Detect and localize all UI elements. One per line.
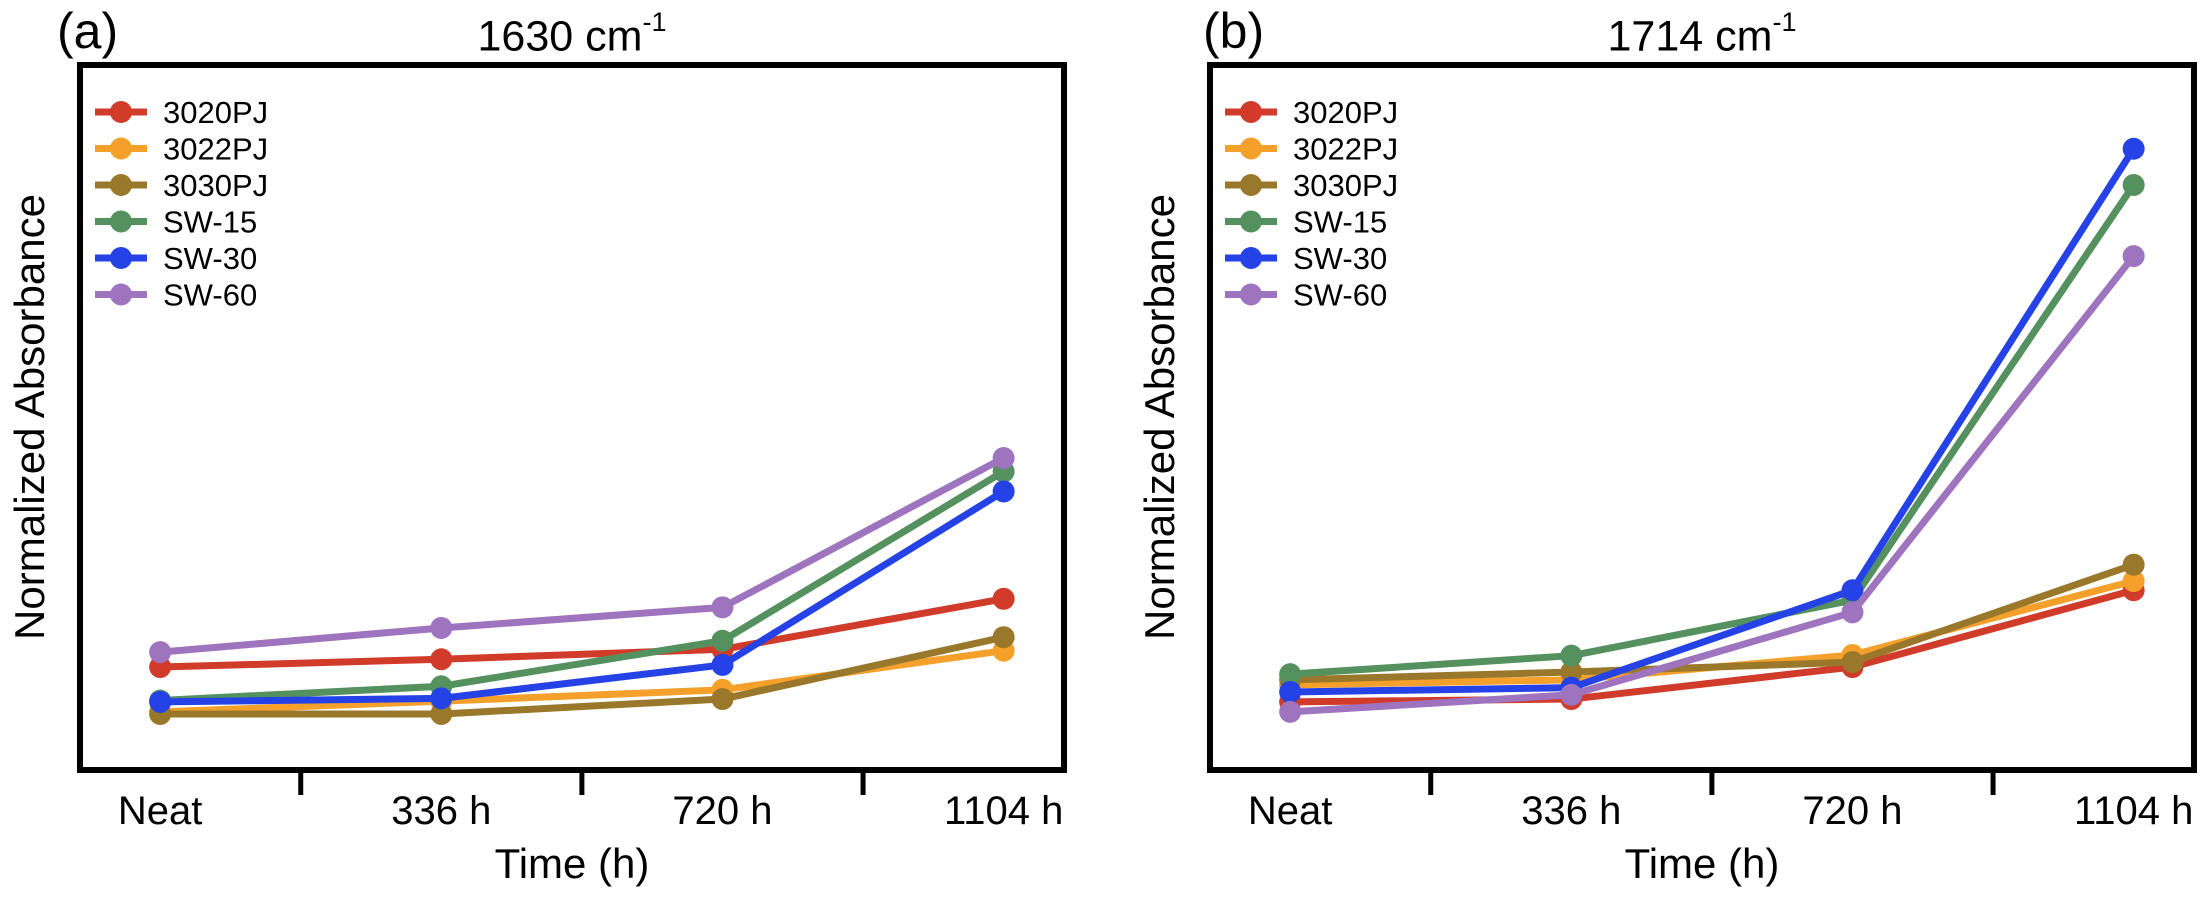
legend-item: SW-30 [1225, 241, 1387, 276]
plot-frame [77, 62, 1067, 773]
legend-marker-icon [1240, 247, 1262, 269]
legend-label: SW-60 [1293, 278, 1387, 313]
series-marker-SW-15 [2122, 174, 2145, 197]
series-marker-SW-15 [1279, 663, 1302, 686]
series-marker-3020PJ [992, 587, 1015, 610]
series-marker-3030PJ [2122, 553, 2145, 576]
legend-label: SW-15 [163, 205, 257, 240]
x-tick-label: 1104 h [2073, 789, 2194, 833]
plot-frame [1207, 62, 2197, 773]
series-line-SW-60 [156, 454, 1008, 656]
legend-item: SW-60 [95, 278, 257, 313]
series-marker-SW-15 [1560, 644, 1583, 667]
legend-label: SW-30 [163, 241, 257, 276]
legend-label: 3022PJ [163, 132, 268, 167]
legend-item: 3020PJ [1225, 95, 1398, 130]
legend-marker-icon [1240, 174, 1262, 196]
legend-marker-icon [110, 210, 132, 233]
legend-marker-icon [110, 247, 132, 269]
series-marker-SW-60 [430, 616, 453, 639]
panel-a-title-exponent: -1 [642, 7, 667, 37]
series-marker-SW-30 [2122, 137, 2145, 160]
series-line-3030PJ [156, 633, 1008, 718]
series-line-SW-15 [156, 468, 1008, 704]
legend-marker-icon [1240, 101, 1262, 123]
series-line-3030PJ [1286, 561, 2138, 684]
series-marker-SW-60 [711, 596, 734, 619]
x-tick-label: Neat [1247, 789, 1333, 833]
series-marker-SW-60 [2122, 245, 2145, 268]
legend-item: SW-15 [1225, 205, 1387, 240]
legend-item: 3020PJ [95, 95, 268, 130]
series-marker-SW-60 [992, 447, 1015, 470]
legend-label: SW-15 [1293, 205, 1387, 240]
panel-a-title: 1630 cm-1 [77, 7, 1067, 61]
series-marker-SW-30 [992, 480, 1015, 503]
legend-marker-icon [110, 137, 132, 160]
panel-b-x-axis-label: Time (h) [1624, 840, 1780, 887]
legend-marker-icon [1240, 210, 1262, 233]
panel-b-letter: (b) [1203, 3, 1265, 59]
series-marker-3020PJ [430, 648, 453, 671]
legend-label: SW-30 [1293, 241, 1387, 276]
x-tick-label: 336 h [1521, 789, 1622, 833]
series-line-SW-60 [1286, 252, 2138, 716]
x-tick-label: 720 h [672, 789, 773, 833]
series-marker-SW-60 [1560, 683, 1583, 706]
panel-a-y-axis-label: Normalized Absorbance [6, 194, 53, 640]
panel-a-title-base: 1630 cm [477, 12, 643, 61]
series-marker-SW-60 [149, 641, 172, 664]
legend-marker-icon [1240, 283, 1262, 306]
panel-b-y-axis-label: Normalized Absorbance [1136, 194, 1183, 640]
x-tick-label: Neat [117, 789, 203, 833]
x-tick-label: 336 h [391, 789, 492, 833]
series-marker-3030PJ [992, 626, 1015, 649]
panel-a-letter: (a) [57, 3, 119, 59]
legend-label: 3030PJ [1293, 168, 1398, 203]
series-marker-3030PJ [1560, 661, 1583, 684]
legend-label: SW-60 [163, 278, 257, 313]
legend-label: 3020PJ [163, 95, 268, 130]
legend-item: 3022PJ [1225, 132, 1398, 167]
series-marker-3022PJ [2122, 570, 2145, 593]
legend-label: 3020PJ [1293, 95, 1398, 130]
panel-b-title: 1714 cm-1 [1207, 7, 2197, 61]
legend-item: SW-15 [95, 205, 257, 240]
series-marker-SW-30 [430, 687, 453, 710]
legend-item: 3030PJ [1225, 168, 1398, 203]
series-marker-SW-30 [149, 690, 172, 713]
series-line-SW-30 [156, 487, 1008, 706]
legend-marker-icon [110, 174, 132, 196]
legend-item: 3022PJ [95, 132, 268, 167]
series-marker-SW-15 [711, 629, 734, 652]
legend-item: 3030PJ [95, 168, 268, 203]
series-marker-SW-60 [1279, 700, 1302, 723]
panel-b-title-exponent: -1 [1772, 7, 1797, 37]
series-marker-3030PJ [1841, 651, 1864, 674]
series-marker-SW-60 [1841, 601, 1864, 624]
panel-a-x-axis-label: Time (h) [494, 840, 650, 887]
series-line-3020PJ [156, 595, 1008, 671]
x-tick-label: 1104 h [943, 789, 1064, 833]
series-marker-3030PJ [711, 688, 734, 711]
legend-label: 3030PJ [163, 168, 268, 203]
legend-marker-icon [110, 101, 132, 123]
legend-marker-icon [110, 283, 132, 306]
series-marker-3030PJ [430, 702, 453, 725]
series-marker-SW-30 [1841, 579, 1864, 602]
legend-label: 3022PJ [1293, 132, 1398, 167]
series-marker-SW-30 [711, 653, 734, 676]
series-line-SW-15 [1286, 181, 2138, 678]
legend-item: SW-60 [1225, 278, 1387, 313]
legend-item: SW-30 [95, 241, 257, 276]
series-marker-SW-30 [1279, 680, 1302, 703]
legend-marker-icon [1240, 137, 1262, 160]
x-tick-label: 720 h [1802, 789, 1903, 833]
series-line-SW-30 [1286, 145, 2138, 696]
panel-b-title-base: 1714 cm [1607, 12, 1773, 61]
